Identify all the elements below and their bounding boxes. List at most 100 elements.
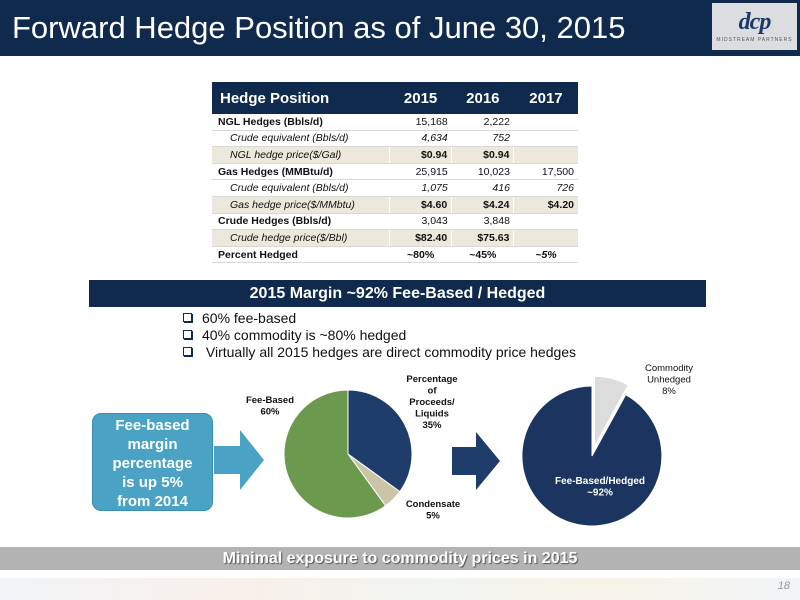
cell-value: 17,500 xyxy=(513,163,578,181)
callout-line: from 2014 xyxy=(117,493,188,510)
right-arrow-icon xyxy=(452,432,500,490)
slice-label: Fee-Based 60% xyxy=(246,395,294,418)
cell-value: ~5% xyxy=(513,246,578,264)
slice-label-line: 35% xyxy=(422,420,442,431)
cell-value: $0.94 xyxy=(451,146,514,164)
slice-label: Commodity Unhedged 8% xyxy=(645,363,693,397)
slice-label-line: ~92% xyxy=(587,488,613,499)
column-header: 2016 xyxy=(451,82,514,114)
row-label: Gas hedge price($/MMbtu) xyxy=(212,196,390,214)
logo-subtext: MIDSTREAM PARTNERS xyxy=(716,37,793,43)
cell-value: $4.24 xyxy=(451,196,514,214)
bullet-list: 60% fee-based 40% commodity is ~80% hedg… xyxy=(183,310,576,361)
cell-value: 752 xyxy=(451,130,514,148)
table-row: Crude hedge price($/Bbl) $82.40 $75.63 xyxy=(212,229,578,247)
callout-line: Fee-based xyxy=(115,417,190,434)
pie-slice xyxy=(593,375,629,447)
checkbox-bullet-icon xyxy=(183,347,192,356)
slice-label: Percentage of Proceeds/Liquids 35% xyxy=(406,374,457,431)
row-label: Percent Hedged xyxy=(212,246,390,264)
slice-label-line: Fee-Based/Hedged xyxy=(555,476,645,487)
row-label: Crude hedge price($/Bbl) xyxy=(212,229,390,247)
row-label: Crude equivalent (Bbls/d) xyxy=(212,130,390,148)
pie-slice xyxy=(283,389,387,519)
slice-label-line: Commodity xyxy=(645,363,693,374)
column-header: Hedge Position xyxy=(212,82,390,114)
slice-label-line: Condensate xyxy=(406,499,460,510)
revenue-mix-pie: Percentage of Proceeds/Liquids 35% Condensat… xyxy=(246,374,460,522)
list-item: 60% fee-based xyxy=(183,310,576,327)
table-row: Gas hedge price($/MMbtu) $4.60 $4.24 $4.… xyxy=(212,196,578,214)
cell-value xyxy=(513,213,578,231)
cell-value: $4.60 xyxy=(388,196,452,214)
slice-label: Condensate 5% xyxy=(406,499,460,522)
callout-line: margin xyxy=(127,436,178,453)
table-row: NGL hedge price($/Gal) $0.94 $0.94 xyxy=(212,146,578,164)
table-row: Crude Hedges (Bbls/d) 3,043 3,848 xyxy=(212,213,578,231)
cell-value: 416 xyxy=(451,179,514,197)
row-label: Crude equivalent (Bbls/d) xyxy=(212,179,390,197)
list-item: 40% commodity is ~80% hedged xyxy=(183,327,576,344)
cell-value: 4,634 xyxy=(389,130,452,148)
cell-value xyxy=(513,146,578,164)
row-label: NGL Hedges (Bbls/d) xyxy=(212,114,390,131)
cell-value xyxy=(513,130,578,148)
cell-value xyxy=(513,229,578,247)
page-number: 18 xyxy=(777,580,790,592)
title-bar: Forward Hedge Position as of June 30, 20… xyxy=(0,0,800,56)
decorative-strip xyxy=(0,578,800,600)
pie-slice xyxy=(521,385,663,527)
hedge-position-table: Hedge Position 2015 2016 2017 NGL Hedges… xyxy=(212,82,578,264)
table-row: Crude equivalent (Bbls/d) 4,634 752 xyxy=(212,130,578,148)
slice-label-line: 8% xyxy=(662,386,676,397)
cell-value xyxy=(513,114,578,131)
bullet-text: 40% commodity is ~80% hedged xyxy=(202,327,407,343)
bullet-text: Virtually all 2015 hedges are direct com… xyxy=(202,344,577,360)
cell-value: 3,848 xyxy=(451,213,514,231)
table-row: Crude equivalent (Bbls/d) 1,075 416 726 xyxy=(212,179,578,197)
cell-value: 726 xyxy=(513,179,578,197)
slice-label-line: 60% xyxy=(260,407,280,418)
footer-banner: Minimal exposure to commodity prices in … xyxy=(0,547,800,570)
list-item: Virtually all 2015 hedges are direct com… xyxy=(183,344,576,361)
slice-label-line: Unhedged xyxy=(647,375,691,386)
cell-value: 15,168 xyxy=(389,114,452,131)
right-arrow-icon xyxy=(214,430,264,490)
table-header-row: Hedge Position 2015 2016 2017 xyxy=(212,82,578,114)
table-row: NGL Hedges (Bbls/d) 15,168 2,222 xyxy=(212,114,578,131)
checkbox-bullet-icon xyxy=(183,330,192,339)
cell-value: $82.40 xyxy=(388,229,452,247)
hedged-share-pie: Commodity Unhedged 8% Fee-Based/Hedged ~92% xyxy=(521,363,693,527)
cell-value: ~45% xyxy=(451,246,514,264)
company-logo: dcp MIDSTREAM PARTNERS xyxy=(712,3,797,50)
cell-value: 1,075 xyxy=(389,179,452,197)
logo-text: dcp xyxy=(738,9,772,35)
checkbox-bullet-icon xyxy=(183,313,192,322)
slice-label-line: of xyxy=(428,386,438,397)
column-header: 2015 xyxy=(389,82,452,114)
bullet-text: 60% fee-based xyxy=(202,310,297,326)
cell-value: 10,023 xyxy=(451,163,514,181)
table-row: Gas Hedges (MMBtu/d) 25,915 10,023 17,50… xyxy=(212,163,578,181)
cell-value: $0.94 xyxy=(388,146,452,164)
column-header: 2017 xyxy=(513,82,578,114)
cell-value: 3,043 xyxy=(389,213,452,231)
slice-label-line: 5% xyxy=(426,511,440,522)
cell-value: ~80% xyxy=(389,246,452,264)
cell-value: 25,915 xyxy=(389,163,452,181)
pie-slice xyxy=(347,389,413,493)
row-label: Crude Hedges (Bbls/d) xyxy=(212,213,390,231)
slice-label-line: Percentage xyxy=(406,374,457,385)
slice-label-line: Liquids xyxy=(415,409,449,420)
callout-line: is up 5% xyxy=(122,474,183,491)
slice-label-line: Fee-Based xyxy=(246,395,294,406)
slice-label-line: Proceeds/ xyxy=(409,397,455,408)
row-label: Gas Hedges (MMBtu/d) xyxy=(212,163,390,181)
cell-value: 2,222 xyxy=(451,114,514,131)
slice-label: Fee-Based/Hedged ~92% xyxy=(555,476,645,499)
page-title: Forward Hedge Position as of June 30, 20… xyxy=(12,10,626,45)
table-row: Percent Hedged ~80% ~45% ~5% xyxy=(212,246,578,264)
fee-based-callout: Fee-based margin percentage is up 5% fro… xyxy=(93,414,212,510)
margin-banner: 2015 Margin ~92% Fee-Based / Hedged xyxy=(89,280,706,307)
